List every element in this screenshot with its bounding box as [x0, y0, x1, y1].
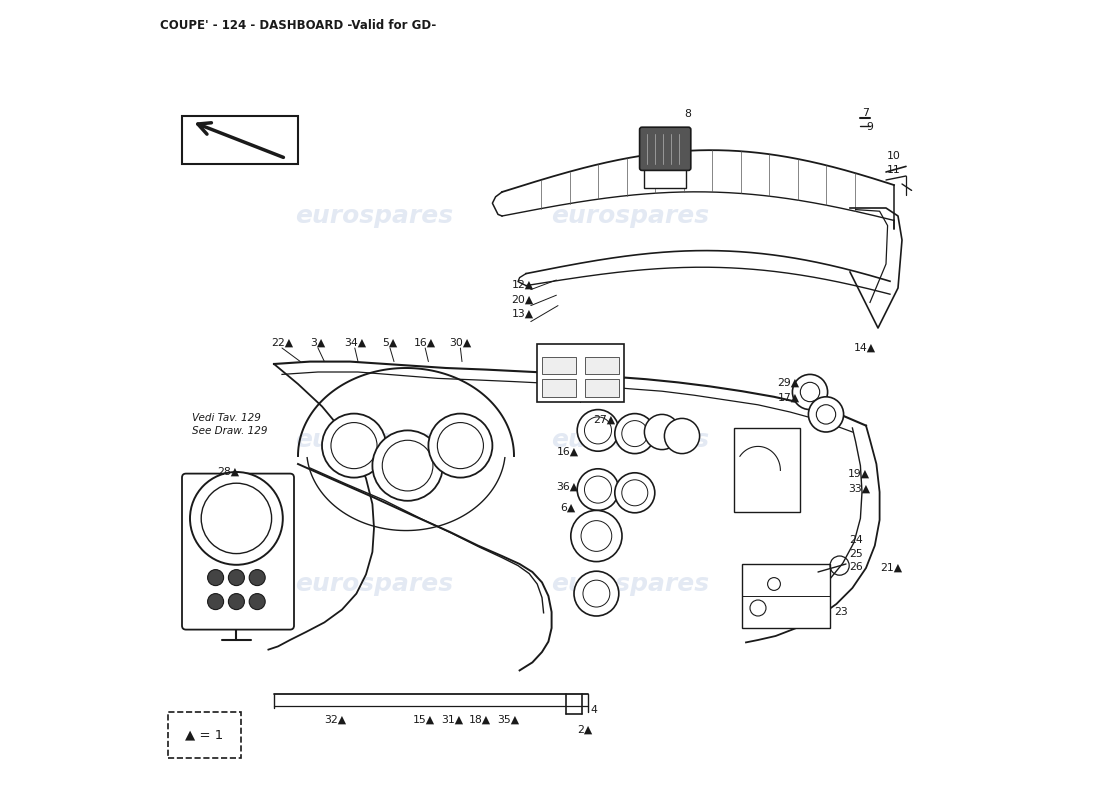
Circle shape: [574, 571, 619, 616]
Circle shape: [208, 570, 223, 586]
Circle shape: [229, 570, 244, 586]
FancyBboxPatch shape: [585, 357, 619, 374]
Text: 23: 23: [834, 607, 848, 617]
Circle shape: [792, 374, 827, 410]
FancyBboxPatch shape: [182, 474, 294, 630]
Text: 4: 4: [591, 705, 597, 714]
Circle shape: [664, 418, 700, 454]
Text: 18▲: 18▲: [469, 715, 491, 725]
Text: 26: 26: [849, 562, 862, 572]
Text: 34▲: 34▲: [343, 338, 366, 347]
Text: 9: 9: [867, 122, 873, 132]
Text: 24: 24: [849, 535, 862, 545]
Circle shape: [428, 414, 493, 478]
Text: eurospares: eurospares: [295, 428, 453, 452]
Circle shape: [373, 430, 443, 501]
Text: 14▲: 14▲: [854, 342, 876, 352]
Text: 11: 11: [887, 165, 901, 174]
Circle shape: [250, 570, 265, 586]
Text: 27▲: 27▲: [593, 414, 616, 424]
FancyBboxPatch shape: [742, 564, 830, 628]
Text: eurospares: eurospares: [551, 428, 710, 452]
Text: 15▲: 15▲: [412, 715, 434, 725]
Circle shape: [808, 397, 844, 432]
Text: 17▲: 17▲: [778, 393, 800, 402]
Text: 28▲: 28▲: [218, 467, 240, 477]
FancyBboxPatch shape: [182, 116, 298, 164]
Circle shape: [208, 594, 223, 610]
Circle shape: [322, 414, 386, 478]
Text: 33▲: 33▲: [848, 484, 870, 494]
Text: 19▲: 19▲: [848, 469, 870, 478]
Circle shape: [615, 473, 654, 513]
Text: eurospares: eurospares: [551, 572, 710, 596]
Circle shape: [250, 594, 265, 610]
Circle shape: [578, 410, 619, 451]
Circle shape: [229, 594, 244, 610]
Text: 32▲: 32▲: [324, 715, 346, 725]
Text: 13▲: 13▲: [512, 309, 534, 318]
Text: eurospares: eurospares: [551, 204, 710, 228]
Circle shape: [615, 414, 654, 454]
Text: ▲ = 1: ▲ = 1: [185, 729, 223, 742]
Text: 30▲: 30▲: [449, 338, 472, 347]
FancyBboxPatch shape: [639, 127, 691, 170]
Circle shape: [578, 469, 619, 510]
FancyBboxPatch shape: [542, 357, 575, 374]
Text: 10: 10: [887, 151, 901, 161]
FancyBboxPatch shape: [585, 379, 619, 397]
Text: 29▲: 29▲: [778, 378, 800, 387]
Text: 35▲: 35▲: [497, 715, 519, 725]
Text: 22▲: 22▲: [271, 338, 293, 347]
Text: Vedi Tav. 129: Vedi Tav. 129: [191, 413, 261, 422]
Text: 5▲: 5▲: [383, 338, 397, 347]
Text: 20▲: 20▲: [512, 294, 534, 304]
Text: See Draw. 129: See Draw. 129: [191, 426, 267, 436]
Text: 12▲: 12▲: [512, 280, 534, 290]
Text: 31▲: 31▲: [441, 715, 463, 725]
Circle shape: [190, 472, 283, 565]
Text: 16▲: 16▲: [414, 338, 437, 347]
FancyBboxPatch shape: [645, 167, 686, 188]
Circle shape: [645, 414, 680, 450]
Text: 2▲: 2▲: [576, 725, 592, 734]
FancyBboxPatch shape: [537, 344, 624, 402]
Text: 3▲: 3▲: [310, 338, 326, 347]
Circle shape: [571, 510, 621, 562]
Text: eurospares: eurospares: [295, 572, 453, 596]
FancyBboxPatch shape: [734, 428, 800, 512]
Text: COUPE' - 124 - DASHBOARD -Valid for GD-: COUPE' - 124 - DASHBOARD -Valid for GD-: [160, 19, 436, 32]
Text: 36▲: 36▲: [557, 482, 579, 491]
Text: 8: 8: [684, 109, 691, 118]
Text: 21▲: 21▲: [880, 562, 902, 572]
Text: 6▲: 6▲: [560, 502, 575, 512]
Text: 16▲: 16▲: [557, 447, 579, 457]
Text: 25: 25: [849, 549, 862, 558]
Text: 7: 7: [862, 108, 869, 118]
Text: eurospares: eurospares: [295, 204, 453, 228]
FancyBboxPatch shape: [167, 712, 241, 758]
FancyBboxPatch shape: [542, 379, 575, 397]
